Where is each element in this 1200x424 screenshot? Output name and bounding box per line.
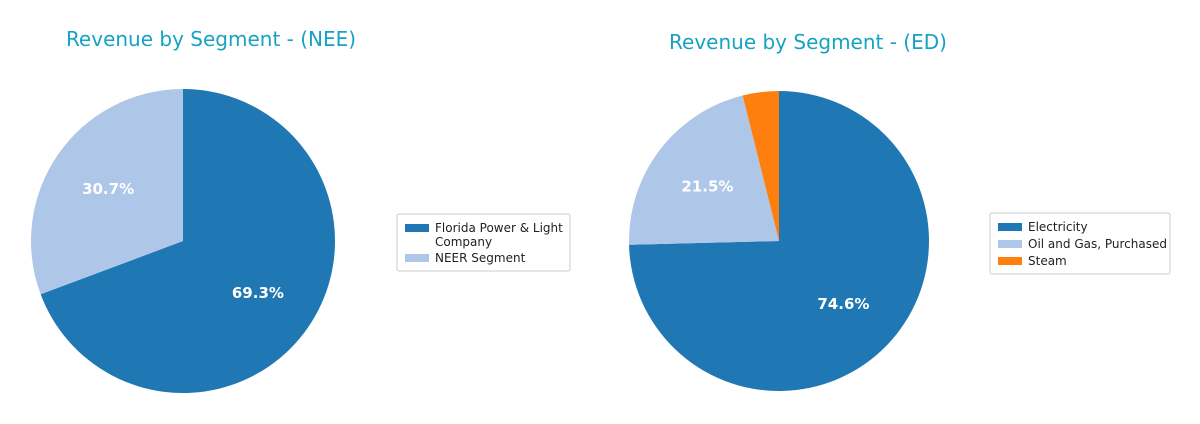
legend-swatch	[998, 223, 1022, 231]
legend-label: Oil and Gas, Purchased	[1028, 237, 1167, 251]
legend: Electricity Oil and Gas, Purchased Steam	[989, 212, 1171, 275]
legend-label: Florida Power & Light	[435, 221, 563, 235]
slice-labels: 69.3% 30.7%	[82, 180, 284, 302]
chart-title: Revenue by Segment - (NEE)	[66, 27, 356, 51]
pie-slice	[629, 95, 779, 245]
legend-frame	[396, 213, 571, 272]
pie-chart-ed: Revenue by Segment - (ED) 74.6% 21.5% Ele…	[629, 30, 1171, 391]
legend-label: Company	[435, 235, 492, 249]
pie-slices	[30, 89, 335, 393]
chart-title: Revenue by Segment - (ED)	[669, 30, 947, 54]
slice-percent-label: 69.3%	[232, 284, 284, 302]
legend-swatch	[998, 240, 1022, 248]
pie-slice	[30, 89, 184, 295]
slice-labels: 74.6% 21.5%	[681, 178, 869, 313]
legend-swatch	[405, 224, 429, 232]
legend-label: NEER Segment	[435, 251, 526, 265]
pie-slice	[742, 91, 779, 241]
pie-slice	[629, 91, 930, 391]
slice-percent-label: 30.7%	[82, 180, 134, 198]
legend-swatch	[998, 257, 1022, 265]
slice-percent-label: 21.5%	[681, 178, 733, 196]
pie-slice	[40, 89, 335, 393]
slice-percent-label: 74.6%	[817, 295, 869, 313]
pie-slices	[629, 91, 930, 391]
legend-swatch	[405, 254, 429, 262]
legend-label: Electricity	[1028, 220, 1088, 234]
legend-frame	[989, 212, 1171, 275]
pie-chart-nee: Revenue by Segment - (NEE) 69.3% 30.7% Fl…	[30, 27, 571, 393]
legend-label: Steam	[1028, 254, 1067, 268]
